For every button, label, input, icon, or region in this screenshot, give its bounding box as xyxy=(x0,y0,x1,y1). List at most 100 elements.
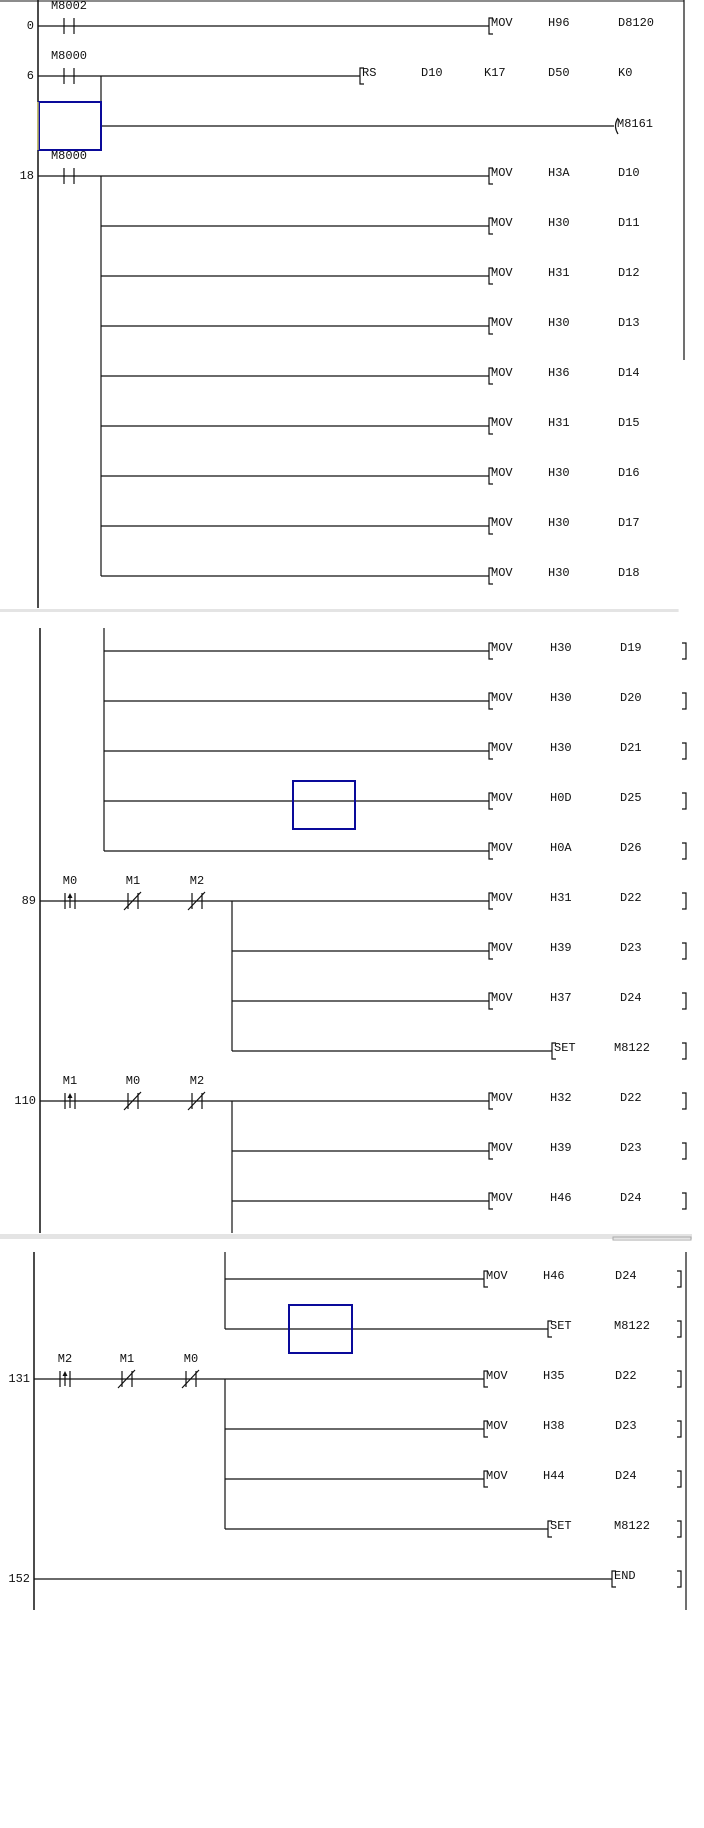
operand: H0A xyxy=(550,841,572,855)
operand: H31 xyxy=(548,416,570,430)
instruction[interactable]: MOV H3A D10 xyxy=(38,166,640,185)
cursor-box[interactable] xyxy=(292,780,356,830)
instruction[interactable]: END xyxy=(34,1569,682,1588)
instruction-name: SET xyxy=(550,1319,572,1333)
bracket-close xyxy=(677,1420,682,1438)
instruction[interactable]: MOV H30 D18 xyxy=(101,566,640,585)
contact-normally-open[interactable]: M8000 xyxy=(51,149,87,184)
section-separator xyxy=(0,609,679,612)
contact-rising-edge[interactable]: M0 xyxy=(63,874,77,909)
instruction[interactable]: MOV H30 D21 xyxy=(104,741,687,760)
rung[interactable]: 18 M8000 MOV H3A D10 MOV H30 D11 MOV H31 D12 MOV H30… xyxy=(20,149,640,585)
contact-label: M8000 xyxy=(51,49,87,63)
instruction[interactable]: MOV H38 D23 xyxy=(225,1419,682,1438)
bracket-close xyxy=(677,1270,682,1288)
rung[interactable]: MOV H30 D19 MOV H30 D20 MOV H30 D21 MOV H0D D25 MOV H… xyxy=(103,628,687,860)
operand: H30 xyxy=(548,316,570,330)
instruction[interactable]: MOV H30 D13 xyxy=(101,316,640,335)
instruction[interactable]: SET M8122 xyxy=(232,1041,687,1060)
operand: D26 xyxy=(620,841,642,855)
instruction-name: MOV xyxy=(491,641,513,655)
instruction[interactable]: MOV H36 D14 xyxy=(101,366,640,385)
operand: D19 xyxy=(620,641,642,655)
arrow-up-icon xyxy=(67,1093,73,1098)
instruction[interactable]: SET M8122 xyxy=(225,1319,682,1338)
instruction-name: MOV xyxy=(491,166,513,180)
rung[interactable]: MOV H46 D24 SET M8122 xyxy=(224,1252,682,1338)
instruction[interactable]: MOV H30 D20 xyxy=(104,691,687,710)
scroll-indicator[interactable] xyxy=(612,1236,692,1241)
operand: H30 xyxy=(548,216,570,230)
instruction[interactable]: MOV H39 D23 xyxy=(232,1141,687,1160)
rung[interactable]: 110 M1 M0 M2 MOV H32 D22 MOV H39 D23 MOV H46 D24 xyxy=(14,1074,687,1233)
instruction-name: MOV xyxy=(491,416,513,430)
operand: M8122 xyxy=(614,1041,650,1055)
contact-normally-closed[interactable]: M0 xyxy=(181,1352,200,1389)
instruction-name: MOV xyxy=(486,1469,508,1483)
instruction[interactable]: M8161 xyxy=(101,117,653,135)
bracket-close xyxy=(677,1520,682,1538)
contact-normally-open[interactable]: M8000 xyxy=(51,49,87,84)
instruction[interactable]: MOV H46 D24 xyxy=(225,1269,682,1288)
instruction[interactable]: MOV H44 D24 xyxy=(225,1469,682,1488)
instruction[interactable]: MOV H0D D25 xyxy=(104,791,687,810)
bracket-close xyxy=(682,1192,687,1210)
instruction[interactable]: MOV H96 D8120 xyxy=(38,16,654,35)
instruction-name: SET xyxy=(550,1519,572,1533)
operand: H30 xyxy=(548,516,570,530)
operand: D13 xyxy=(618,316,640,330)
contact-rising-edge[interactable]: M2 xyxy=(58,1352,72,1387)
instruction[interactable]: SET M8122 xyxy=(225,1519,682,1538)
bracket-close xyxy=(682,942,687,960)
rung[interactable]: 6 M8000 RS D10 K17 D50 K0 M8161 xyxy=(27,49,653,135)
bracket-open xyxy=(547,1320,552,1338)
instruction[interactable]: MOV H31 D15 xyxy=(101,416,640,435)
instruction[interactable]: MOV H35 D22 xyxy=(34,1369,682,1388)
operand: D8120 xyxy=(618,16,654,30)
step-number: 89 xyxy=(22,894,36,908)
rung[interactable]: 0 M8002 MOV H96 D8120 xyxy=(27,0,654,35)
operand: D16 xyxy=(618,466,640,480)
cursor-box[interactable] xyxy=(288,1304,353,1354)
contact-label: M2 xyxy=(58,1352,72,1366)
instruction[interactable]: MOV H31 D12 xyxy=(101,266,640,285)
instruction[interactable]: MOV H39 D23 xyxy=(232,941,687,960)
contact-normally-closed[interactable]: M1 xyxy=(117,1352,136,1389)
contact-normally-closed[interactable]: M2 xyxy=(187,1074,206,1111)
contact-normally-open[interactable]: M8002 xyxy=(51,0,87,34)
instruction[interactable]: MOV H46 D24 xyxy=(232,1191,687,1210)
bracket-close xyxy=(682,842,687,860)
instruction-name: MOV xyxy=(491,466,513,480)
bracket-close xyxy=(677,1370,682,1388)
instruction[interactable]: RS D10 K17 D50 K0 xyxy=(38,66,632,85)
operand: H36 xyxy=(548,366,570,380)
rung[interactable]: 89 M0 M1 M2 MOV H31 D22 MOV H39 D23 MOV H37 D24 SET M8… xyxy=(22,874,687,1060)
operand: D50 xyxy=(548,66,570,80)
operand: H30 xyxy=(550,641,572,655)
bracket-open xyxy=(488,467,493,485)
operand: H30 xyxy=(548,466,570,480)
instruction[interactable]: MOV H31 D22 xyxy=(40,891,687,910)
instruction[interactable]: MOV H30 D16 xyxy=(101,466,640,485)
instruction[interactable]: MOV H32 D22 xyxy=(40,1091,687,1110)
cursor-box[interactable] xyxy=(38,101,102,151)
bracket-open xyxy=(551,1042,556,1060)
operand: H31 xyxy=(550,891,572,905)
arrow-up-icon xyxy=(62,1371,68,1376)
rung[interactable]: 131 M2 M1 M0 MOV H35 D22 MOV H38 D23 MOV H44 D24 SET M… xyxy=(8,1352,682,1538)
rung[interactable]: 152 END xyxy=(8,1569,682,1588)
contact-rising-edge[interactable]: M1 xyxy=(63,1074,77,1109)
contact-normally-closed[interactable]: M1 xyxy=(123,874,142,911)
instruction[interactable]: MOV H30 D19 xyxy=(104,641,687,660)
operand: H46 xyxy=(550,1191,572,1205)
operand: H0D xyxy=(550,791,572,805)
instruction[interactable]: MOV H37 D24 xyxy=(232,991,687,1010)
operand: D23 xyxy=(615,1419,637,1433)
contact-normally-closed[interactable]: M2 xyxy=(187,874,206,911)
section-separator xyxy=(0,1234,692,1239)
contact-normally-closed[interactable]: M0 xyxy=(123,1074,142,1111)
instruction[interactable]: MOV H30 D17 xyxy=(101,516,640,535)
instruction[interactable]: MOV H30 D11 xyxy=(101,216,640,235)
instruction[interactable]: MOV H0A D26 xyxy=(104,841,687,860)
